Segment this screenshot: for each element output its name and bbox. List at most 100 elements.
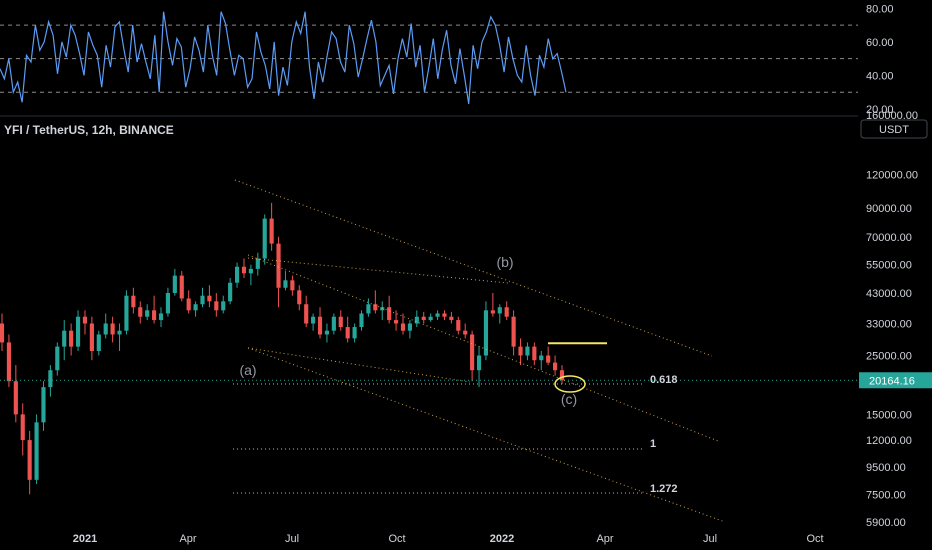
time-axis[interactable]: 2021 Apr Jul Oct 2022 Apr Jul Oct	[73, 533, 824, 545]
candle	[6, 334, 11, 388]
candle-body	[6, 342, 11, 382]
candle-body	[69, 330, 74, 347]
candle	[345, 316, 350, 343]
price-tick-label: 90000.00	[866, 203, 912, 215]
candle	[165, 287, 170, 317]
fib-level-label: 1	[650, 438, 656, 450]
price-tick-label: 12000.00	[866, 435, 912, 447]
candle-body	[34, 422, 39, 480]
candle-body	[158, 313, 164, 321]
candle	[338, 310, 343, 331]
candle-body	[345, 327, 350, 339]
candle-body	[428, 316, 433, 321]
candle	[69, 323, 74, 356]
candle	[400, 313, 406, 335]
candle	[553, 355, 558, 376]
candle-body	[504, 307, 509, 317]
time-tick-label: 2021	[73, 533, 97, 545]
time-tick-label: Apr	[596, 533, 613, 545]
candle-body	[186, 298, 191, 311]
candle	[262, 214, 267, 265]
symbol-title: YFI / TetherUS, 12h, BINANCE	[4, 123, 174, 137]
candle	[75, 310, 81, 351]
candle-body	[262, 218, 267, 259]
price-tick-label: 33000.00	[866, 318, 912, 330]
candle-body	[193, 304, 198, 311]
candle-body	[27, 440, 32, 480]
candle-body	[366, 304, 371, 314]
candle-body	[463, 330, 468, 335]
candle	[34, 414, 39, 484]
candle	[248, 264, 253, 286]
candle	[449, 311, 454, 324]
candle-body	[311, 316, 316, 324]
candle-body	[89, 323, 94, 351]
price-tick-label: 7500.00	[866, 489, 906, 501]
candle	[497, 304, 502, 324]
candle-body	[511, 316, 516, 347]
candle-body	[338, 316, 343, 328]
candle-body	[331, 316, 336, 331]
rsi-line	[0, 11, 567, 104]
currency-badge-frame[interactable]	[860, 119, 928, 139]
price-tick-label: 160000.00	[866, 110, 918, 122]
candle-body	[96, 334, 101, 351]
candle-body	[255, 258, 260, 269]
candle	[179, 271, 184, 302]
candle-body	[207, 295, 212, 302]
candle	[373, 290, 378, 314]
candle	[186, 290, 191, 314]
time-tick-label: Oct	[806, 533, 823, 545]
candle-body	[172, 275, 177, 293]
candle	[117, 323, 122, 351]
candle-body	[546, 355, 551, 363]
price-tick-label: 120000.00	[866, 170, 918, 182]
candle-body	[20, 414, 25, 441]
candle	[48, 365, 53, 397]
candle-body	[55, 346, 60, 371]
candle-body	[138, 307, 143, 317]
candle	[331, 313, 336, 335]
candle	[539, 350, 544, 371]
currency-badge[interactable]: USDT	[860, 119, 928, 139]
candle-body	[214, 301, 219, 311]
candle	[103, 313, 108, 339]
candle-body	[525, 346, 530, 356]
candle	[483, 301, 489, 361]
candle	[414, 310, 419, 328]
price-tick-label: 55000.00	[866, 260, 912, 272]
candle-body	[317, 316, 323, 335]
candle-body	[124, 295, 129, 331]
last-price-badge[interactable]	[859, 372, 932, 389]
candle-body	[276, 243, 281, 288]
candle	[366, 298, 371, 317]
candle-body	[483, 310, 489, 356]
candle	[207, 285, 212, 308]
candle	[158, 307, 164, 328]
time-tick-label: Jul	[285, 533, 299, 545]
candle	[387, 295, 392, 324]
candle-body	[435, 313, 440, 317]
price-tick-label: 70000.00	[866, 232, 912, 244]
candle-body	[380, 307, 385, 311]
candle-body	[228, 282, 233, 302]
candle	[145, 304, 150, 321]
candle	[200, 287, 205, 308]
candle-body	[41, 387, 46, 423]
price-tick-label: 43000.00	[866, 288, 912, 300]
candle	[518, 338, 523, 366]
candle	[435, 310, 440, 321]
candle	[442, 310, 447, 321]
candle-body	[145, 310, 150, 317]
time-tick-label: Oct	[388, 533, 405, 545]
candle	[96, 330, 101, 356]
candle	[241, 258, 247, 278]
time-tick-label: 2022	[490, 533, 514, 545]
candle-body	[103, 323, 108, 335]
candle-body	[518, 346, 523, 356]
candle-body	[13, 381, 18, 415]
candle-body	[0, 323, 5, 343]
